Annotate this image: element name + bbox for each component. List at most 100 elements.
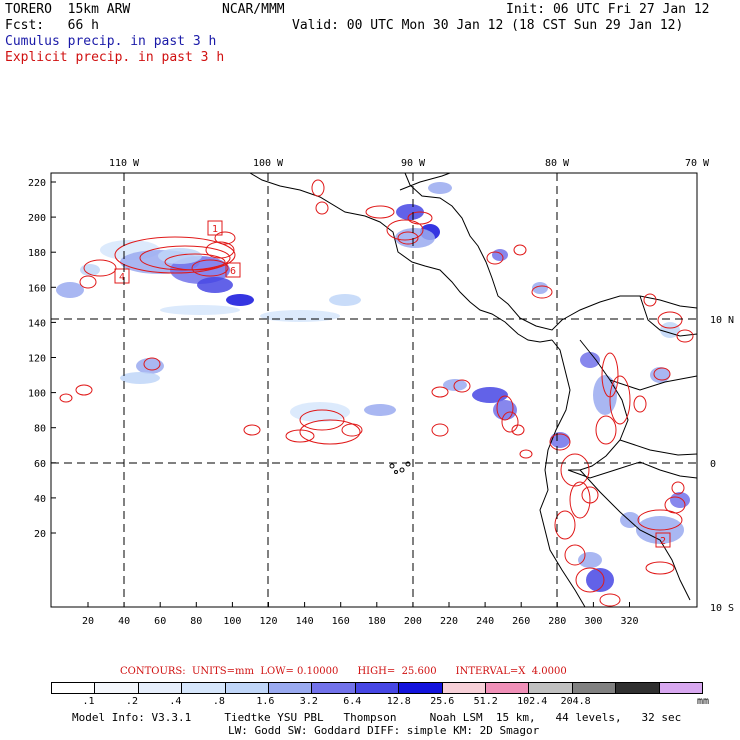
legend-swatch [355,683,400,693]
explicit-contour [164,253,226,271]
forecast-hour: Fcst: 66 h [5,18,99,33]
explicit-contour [79,275,97,289]
lon-label: 80 W [545,158,570,169]
precip-blob [580,352,600,368]
legend-tick-label: 102.4 [517,696,548,707]
precip-blob [670,492,690,508]
init-time: Init: 06 UTC Fri 27 Jan 12 [506,2,710,17]
precip-blob [364,404,396,416]
explicit-contour [564,544,586,566]
y-tick-label: 140 [28,318,46,329]
precip-blob [329,294,361,306]
x-tick-label: 120 [259,616,277,627]
x-tick-label: 80 [190,616,202,627]
x-tick-label: 240 [476,616,494,627]
lon-label: 90 W [401,158,426,169]
valid-time: Valid: 00 UTC Mon 30 Jan 12 (18 CST Sun … [292,18,684,33]
max-box [207,220,223,236]
precip-blob [586,568,614,592]
explicit-contour [59,393,73,403]
precip-blob [160,305,240,315]
explicit-contour [501,411,519,433]
y-tick-label: 40 [34,494,46,505]
x-tick-label: 20 [82,616,94,627]
explicit-contour [645,561,675,575]
explicit-contour [513,244,527,256]
explicit-contour [315,201,329,215]
y-tick-label: 60 [34,459,46,470]
model-info-2: LW: Godd SW: Goddard DIFF: simple KM: 2D… [228,724,540,737]
explicit-contour [453,379,471,393]
lat-label: 0 [710,459,716,470]
precip-blob [260,310,340,322]
legend-swatch [572,683,617,693]
legend-swatch [138,683,183,693]
legend-swatch [529,683,573,693]
explicit-contour [581,486,599,504]
max-box-label: 4 [119,272,125,283]
x-tick-label: 300 [584,616,602,627]
max-box [114,268,130,284]
explicit-contour [653,367,671,381]
color-legend [51,682,703,694]
explicit-contours [59,179,694,607]
legend-swatch [659,683,703,693]
legend-swatch [486,683,530,693]
legend-units: mm [697,696,710,707]
explicit-contour [143,357,161,371]
max-box-label: 6 [230,266,236,277]
lon-label: 70 W [685,158,710,169]
explicit-contour [633,395,647,413]
axis-ticks [51,181,630,607]
explicit-contour [386,219,424,241]
explicit-contour [407,211,433,225]
explicit-contour [299,409,345,431]
lat-label: 10 N [710,315,734,326]
precip-blob [472,387,508,403]
legend-swatch [399,683,443,693]
legend-tick-label: .2 [125,696,138,707]
precip-blob [80,264,100,276]
precip-blob [290,402,350,422]
legend-tick-label: 3.2 [299,696,318,707]
max-boxes: 1 4 6 2 [114,220,671,548]
precip-blob [492,249,508,261]
coastlines [249,172,698,608]
explicit-contour [609,375,631,425]
explicit-contour [431,386,449,398]
legend-swatch [225,683,270,693]
explicit-contour [676,329,694,343]
x-tick-label: 220 [440,616,458,627]
precip-blob [443,379,467,391]
explicit-contour [549,433,571,451]
explicit-contour [83,259,117,277]
explicit-contour [560,453,590,487]
explicit-contour [397,231,419,245]
explicit-contour [569,481,591,519]
explicit-contour [114,236,236,274]
precip-blob [532,282,548,294]
precip-blob [197,277,233,293]
precip-blob [158,248,202,264]
precip-blob [56,282,84,298]
lat-label: 10 S [710,603,734,614]
explicit-contour [671,481,685,495]
y-tick-label: 20 [34,529,46,540]
x-tick-label: 60 [154,616,166,627]
y-tick-label: 100 [28,389,46,400]
explicit-contour [554,510,576,540]
explicit-contour [299,419,361,445]
graticule [51,173,697,607]
legend-tick-label: .4 [169,696,182,707]
max-box [655,532,671,548]
precip-blob [136,358,164,374]
explicit-contour [599,593,621,607]
x-tick-label: 140 [296,616,314,627]
precip-blob [550,432,570,448]
explicit-contour [664,496,686,514]
max-box-label: 1 [212,224,218,235]
x-tick-label: 180 [368,616,386,627]
explicit-contour [531,285,553,299]
explicit-label: Explicit precip. in past 3 h [5,50,225,65]
